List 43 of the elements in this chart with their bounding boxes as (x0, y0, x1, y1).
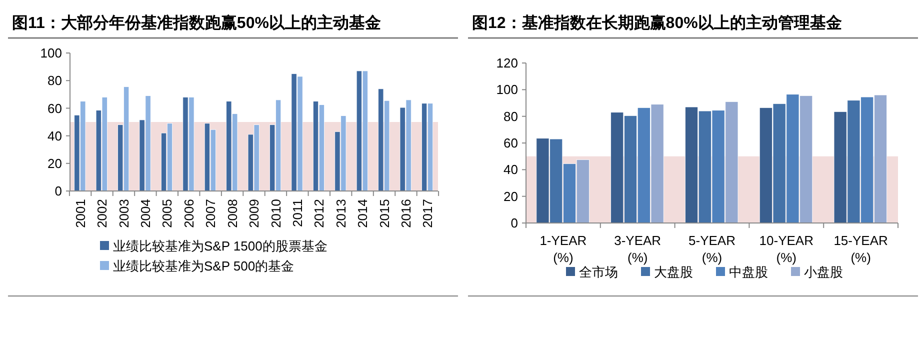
x-tick-label: 2013 (333, 199, 348, 228)
x-tick-label: 2009 (246, 199, 262, 228)
x-tick-label: 2014 (355, 199, 370, 228)
x-tick-label: 3-YEAR (%) (614, 233, 662, 265)
x-tick-label: 2008 (224, 199, 240, 228)
y-tick-label: 20 (48, 156, 62, 171)
x-tick-label: 2016 (398, 199, 414, 228)
x-tick-label: 1-YEAR (%) (540, 233, 587, 265)
x-tick-label: 2001 (72, 199, 88, 228)
x-tick-label: 2006 (181, 199, 196, 228)
legend-label: 业绩比较基准为S&P 500的基金 (113, 258, 294, 274)
y-tick-label: 20 (504, 188, 518, 204)
x-tick-label: 5-YEAR (%) (688, 233, 736, 265)
x-tick-label: 2002 (94, 199, 110, 228)
y-tick-label: 120 (496, 56, 518, 71)
chart-title: 图12：基准指数在长期跑赢80%以上的主动管理基金 (472, 13, 842, 32)
chart-title: 图11：大部分年份基准指数跑赢50%以上的主动基金 (12, 13, 381, 32)
x-tick-label: 2003 (116, 199, 132, 228)
legend-label: 大盘股 (654, 264, 693, 280)
x-tick-label: 15-YEAR (%) (834, 233, 888, 265)
y-tick-label: 80 (504, 108, 518, 124)
x-tick-label: 2017 (420, 199, 436, 228)
y-tick-label: 40 (48, 128, 62, 144)
x-tick-label: 2004 (138, 199, 153, 228)
y-tick-label: 40 (504, 162, 518, 178)
y-tick-label: 100 (40, 46, 62, 61)
x-tick-label: 2005 (160, 199, 175, 228)
legend-label: 业绩比较基准为S&P 1500的股票基金 (113, 238, 328, 254)
legend-label: 中盘股 (729, 264, 768, 280)
y-tick-label: 0 (510, 216, 518, 231)
y-tick-label: 60 (504, 136, 518, 151)
legend-label: 全市场 (579, 264, 618, 280)
legend-label: 小盘股 (804, 264, 843, 280)
y-tick-label: 100 (496, 82, 518, 98)
x-tick-label: 2011 (290, 199, 305, 227)
y-tick-label: 60 (48, 100, 62, 116)
x-tick-label: 10-YEAR (%) (759, 233, 814, 265)
x-tick-label: 2015 (376, 199, 392, 228)
x-tick-label: 2010 (268, 199, 284, 228)
y-tick-label: 0 (54, 184, 62, 199)
x-tick-label: 2012 (312, 199, 327, 228)
x-tick-label: 2007 (203, 199, 218, 228)
y-tick-label: 80 (48, 73, 62, 88)
